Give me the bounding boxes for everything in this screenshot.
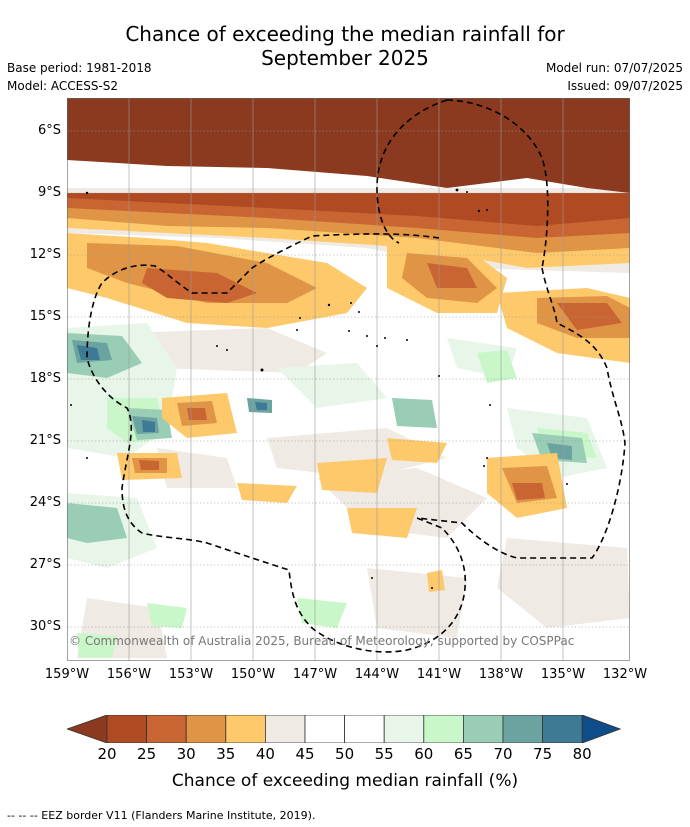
colorbar-tick-label: 30 bbox=[176, 745, 196, 763]
colorbar-tick-label: 45 bbox=[295, 745, 315, 763]
map-svg bbox=[67, 98, 630, 661]
lon-label-153w: 153°W bbox=[168, 667, 214, 682]
colorbar-svg bbox=[65, 714, 622, 744]
lat-label-18s: 18°S bbox=[29, 371, 61, 386]
lon-label-144w: 144°W bbox=[354, 667, 400, 682]
lon-label-159w: 159°W bbox=[44, 667, 90, 682]
colorbar-cell bbox=[423, 714, 464, 744]
lat-label-27s: 27°S bbox=[29, 557, 61, 572]
colorbar-tick-label: 70 bbox=[493, 745, 513, 763]
lat-label-12s: 12°S bbox=[29, 247, 61, 262]
rainfall-map bbox=[67, 98, 630, 661]
blue-patches bbox=[77, 345, 267, 432]
eez-footnote: -- -- -- EEZ border V11 (Flanders Marine… bbox=[7, 809, 316, 822]
islands bbox=[70, 188, 568, 589]
colorbar-cell bbox=[502, 714, 543, 744]
colorbar-tick-label: 20 bbox=[97, 745, 117, 763]
map-title: Chance of exceeding the median rainfall … bbox=[0, 22, 690, 70]
lat-label-24s: 24°S bbox=[29, 495, 61, 510]
colorbar-cells bbox=[65, 714, 622, 744]
right-metadata: Model run: 07/07/2025 Issued: 09/07/2025 bbox=[546, 59, 683, 95]
colorbar-cell bbox=[304, 714, 345, 744]
map-border bbox=[67, 98, 630, 661]
colorbar-cell bbox=[185, 714, 227, 744]
left-metadata: Base period: 1981-2018 Model: ACCESS-S2 bbox=[7, 59, 152, 95]
colorbar-cell bbox=[542, 714, 583, 744]
colorbar-extend-high bbox=[581, 714, 622, 744]
colorbar-extend-low bbox=[65, 714, 108, 744]
colorbar-cell bbox=[225, 714, 266, 744]
lon-label-156w: 156°W bbox=[106, 667, 152, 682]
issued-date: Issued: 09/07/2025 bbox=[567, 79, 683, 93]
colorbar-tick-label: 75 bbox=[533, 745, 553, 763]
lon-label-150w: 150°W bbox=[230, 667, 276, 682]
lat-label-30s: 30°S bbox=[29, 619, 61, 634]
lat-label-6s: 6°S bbox=[37, 123, 61, 138]
lon-label-138w: 138°W bbox=[478, 667, 524, 682]
base-period: Base period: 1981-2018 bbox=[7, 61, 152, 75]
model-name: Model: ACCESS-S2 bbox=[7, 79, 119, 93]
colorbar-tick-label: 40 bbox=[255, 745, 275, 763]
title-line-2: September 2025 bbox=[261, 46, 429, 70]
lon-label-141w: 141°W bbox=[416, 667, 462, 682]
colorbar-tick-label: 35 bbox=[216, 745, 236, 763]
colorbar-tick-label: 55 bbox=[374, 745, 394, 763]
eez-borders bbox=[86, 99, 626, 653]
darkest-band bbox=[67, 98, 630, 193]
colorbar-tick-label: 80 bbox=[572, 745, 592, 763]
lon-label-132w: 132°W bbox=[602, 667, 648, 682]
colorbar-tick-label: 60 bbox=[414, 745, 434, 763]
lat-grid bbox=[67, 130, 630, 628]
copyright-notice: © Commonwealth of Australia 2025, Bureau… bbox=[69, 634, 575, 648]
colorbar-cell bbox=[264, 714, 306, 744]
colorbar-cell bbox=[344, 714, 385, 744]
colorbar-tick-label: 25 bbox=[137, 745, 157, 763]
colorbar-label: Chance of exceeding median rainfall (%) bbox=[171, 771, 519, 791]
colorbar bbox=[65, 714, 622, 744]
colorbar-cell bbox=[383, 714, 425, 744]
dark-orange-band bbox=[67, 193, 630, 226]
lon-label-135w: 135°W bbox=[540, 667, 586, 682]
lat-label-21s: 21°S bbox=[29, 433, 61, 448]
colorbar-cell bbox=[106, 714, 147, 744]
lat-label-9s: 9°S bbox=[37, 185, 61, 200]
model-run: Model run: 07/07/2025 bbox=[545, 61, 683, 75]
lon-grid bbox=[128, 98, 564, 661]
lat-label-15s: 15°S bbox=[29, 309, 61, 324]
colorbar-cell bbox=[462, 714, 504, 744]
colorbar-cell bbox=[146, 714, 187, 744]
lon-label-147w: 147°W bbox=[292, 667, 338, 682]
colorbar-tick-label: 50 bbox=[335, 745, 355, 763]
title-line-1: Chance of exceeding the median rainfall … bbox=[125, 22, 565, 46]
colorbar-tick-label: 65 bbox=[453, 745, 473, 763]
